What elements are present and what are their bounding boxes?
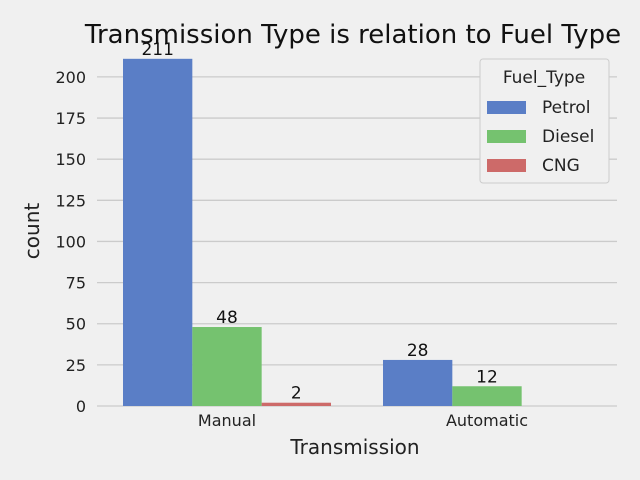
data-label: 2	[291, 384, 302, 404]
bars	[123, 58, 522, 407]
y-tick-label: 25	[66, 356, 86, 375]
x-axis-label: Transmission	[289, 435, 419, 459]
y-tick-label: 0	[76, 397, 86, 416]
bar-diesel-automatic	[452, 386, 522, 406]
data-label: 28	[407, 341, 429, 361]
x-tick-labels: Manual Automatic	[198, 411, 528, 430]
y-tick-label: 175	[55, 109, 86, 128]
legend-swatch-petrol	[487, 101, 526, 114]
data-label: 12	[476, 367, 498, 387]
y-tick-label: 200	[55, 68, 86, 87]
legend-label-diesel: Diesel	[542, 127, 594, 147]
x-tick-label: Manual	[198, 411, 256, 430]
bar-cng-manual	[261, 402, 331, 406]
data-label: 211	[141, 40, 173, 60]
bar-petrol-manual	[123, 58, 193, 407]
legend-label-cng: CNG	[542, 156, 580, 176]
data-label: 48	[216, 308, 238, 328]
legend: Fuel_Type Petrol Diesel CNG	[479, 58, 610, 184]
y-tick-label: 75	[66, 274, 86, 293]
legend-swatch-diesel	[487, 130, 526, 143]
y-tick-label: 125	[55, 191, 86, 210]
y-tick-label: 150	[55, 150, 86, 169]
y-tick-labels: 0 25 50 75 100 125 150 175 200	[55, 68, 86, 416]
x-tick-label: Automatic	[446, 411, 528, 430]
y-axis-label: count	[20, 203, 44, 260]
bar-petrol-automatic	[383, 359, 453, 406]
bar-diesel-manual	[192, 327, 262, 406]
legend-label-petrol: Petrol	[542, 98, 591, 118]
chart-title: Transmission Type is relation to Fuel Ty…	[84, 20, 621, 50]
legend-box	[479, 58, 610, 184]
y-tick-label: 100	[55, 232, 86, 251]
legend-swatch-cng	[487, 159, 526, 172]
y-tick-label: 50	[66, 315, 86, 334]
legend-title: Fuel_Type	[503, 68, 585, 88]
data-labels: 211 48 2 28 12	[141, 40, 497, 404]
